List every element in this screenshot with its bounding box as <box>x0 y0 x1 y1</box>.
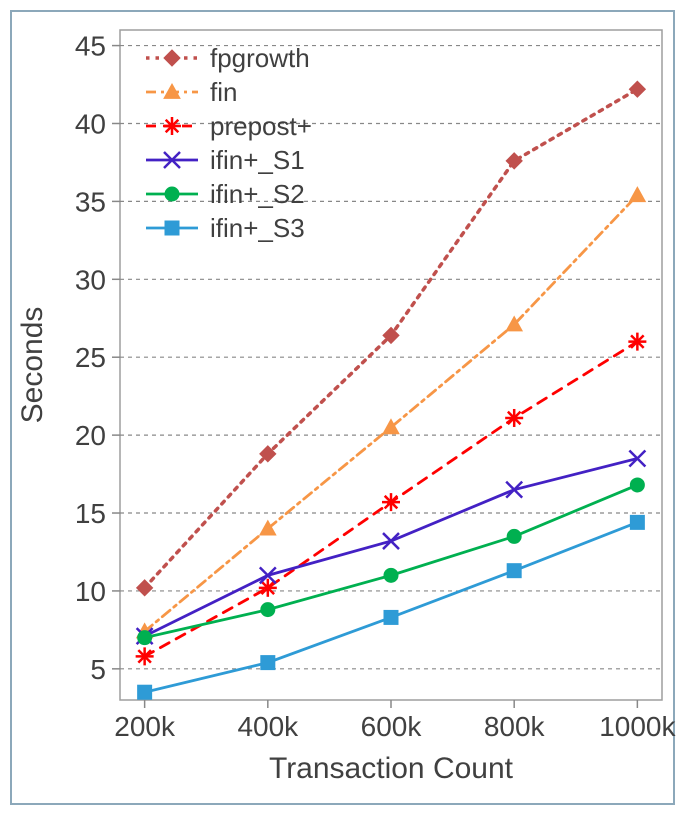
legend-item-prepost+: prepost+ <box>146 111 312 141</box>
x-tick-label: 800k <box>484 711 546 742</box>
x-tick-label: 200k <box>114 711 176 742</box>
legend-label: prepost+ <box>210 111 312 141</box>
y-tick-label: 15 <box>75 498 106 529</box>
legend-item-ifin+_S2: ifin+_S2 <box>146 179 305 209</box>
y-tick-label: 10 <box>75 576 106 607</box>
series-ifin+_S3 <box>138 515 645 699</box>
legend-item-fpgrowth: fpgrowth <box>146 43 310 73</box>
y-tick-label: 5 <box>90 654 106 685</box>
y-tick-label: 30 <box>75 264 106 295</box>
legend-label: ifin+_S3 <box>210 213 305 243</box>
legend-item-ifin+_S1: ifin+_S1 <box>146 145 305 175</box>
legend-item-fin: fin <box>146 77 237 107</box>
x-tick-label: 400k <box>237 711 299 742</box>
y-tick-label: 20 <box>75 420 106 451</box>
y-tick-label: 45 <box>75 31 106 62</box>
legend-label: fin <box>210 77 237 107</box>
y-tick-label: 40 <box>75 108 106 139</box>
legend-label: ifin+_S1 <box>210 145 305 175</box>
x-axis-title: Transaction Count <box>269 752 514 785</box>
legend-label: fpgrowth <box>210 43 310 73</box>
legend-label: ifin+_S2 <box>210 179 305 209</box>
y-axis-title: Seconds <box>16 307 49 424</box>
y-tick-label: 25 <box>75 342 106 373</box>
line-chart: 5 10 15 20 25 30 35 40 45 200k 400k 600k 800k 1000k Tr… <box>0 0 685 815</box>
legend-item-ifin+_S3: ifin+_S3 <box>146 213 305 243</box>
y-tick-label: 35 <box>75 186 106 217</box>
x-tick-label: 1000k <box>599 711 676 742</box>
x-tick-label: 600k <box>361 711 423 742</box>
